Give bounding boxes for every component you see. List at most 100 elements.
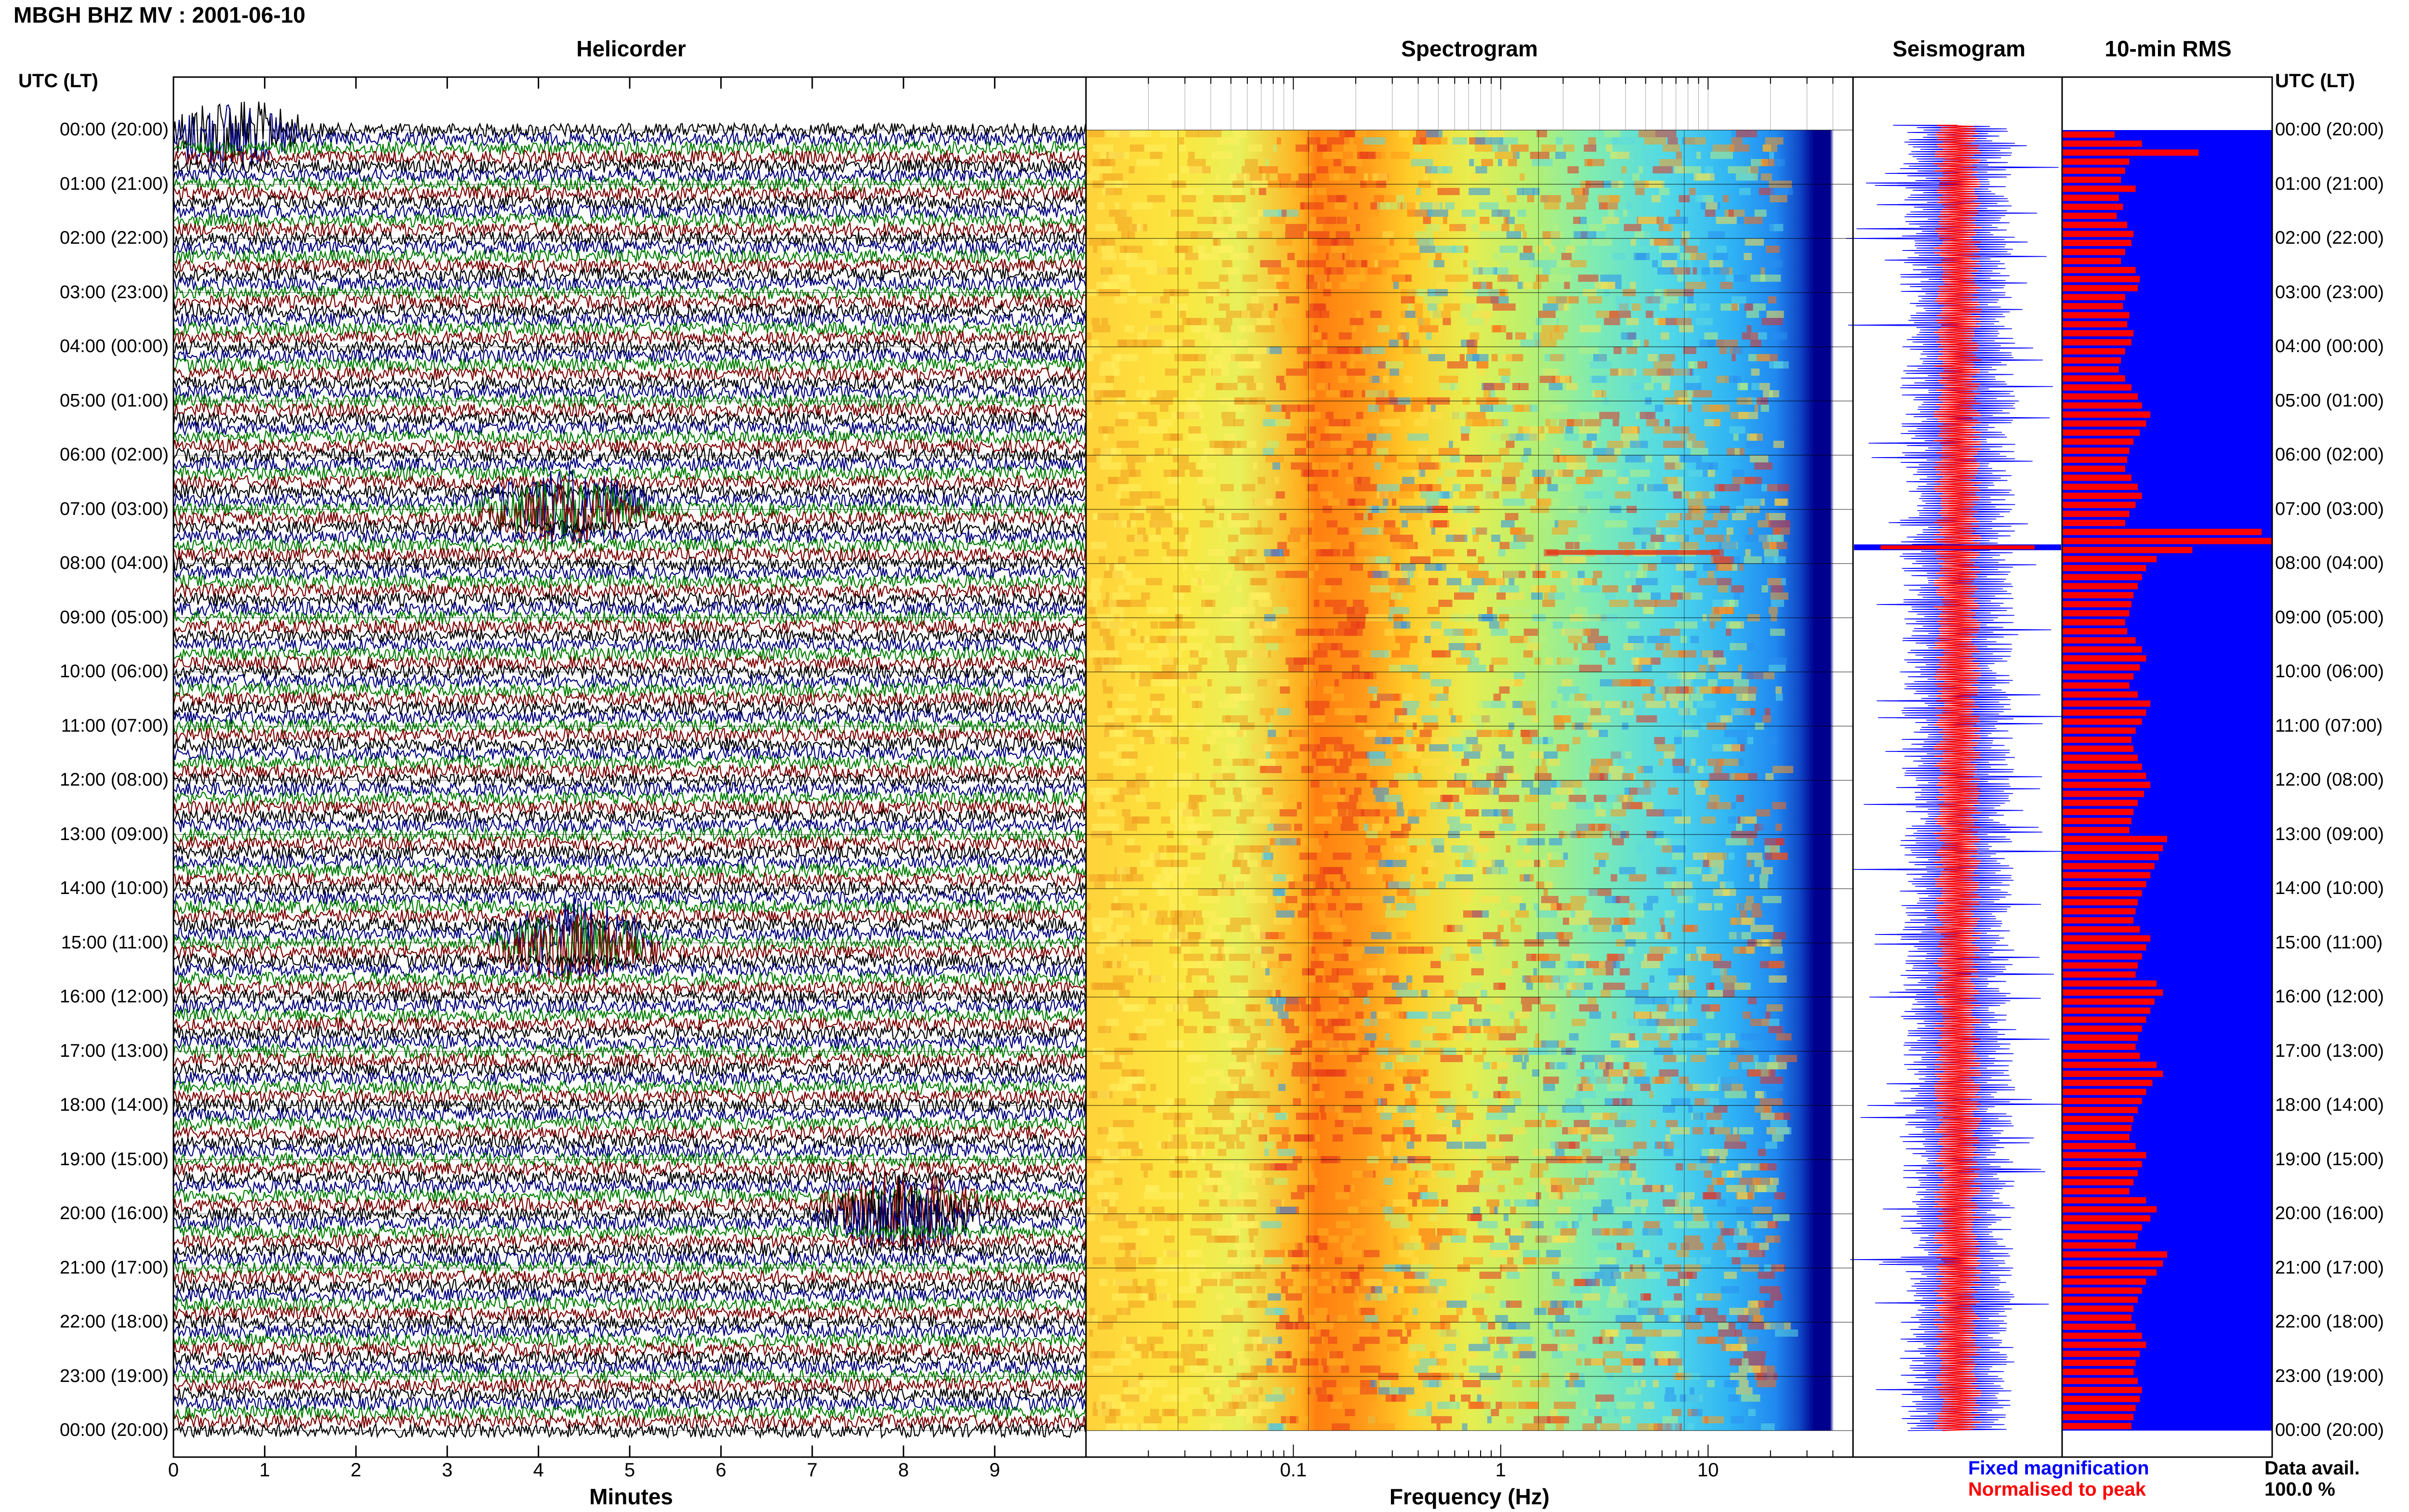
spectrogram-cell [1414, 419, 1428, 426]
spectrogram-cell [1198, 246, 1205, 253]
spectrogram-cell [1491, 657, 1508, 665]
spectrogram-cell [1123, 1098, 1137, 1105]
helicorder-trace [172, 736, 1086, 753]
spectrogram-cell [1699, 303, 1710, 311]
spectrogram-cell [1475, 788, 1489, 795]
spectrogram-cell [1555, 1329, 1560, 1337]
spectrogram-cell [1469, 332, 1480, 340]
spectrogram-cell [1684, 137, 1706, 145]
spectrogram-cell [1738, 1366, 1761, 1373]
spectrogram-cell [1261, 947, 1274, 954]
spectrogram-cell [1170, 434, 1183, 441]
spectrogram-cell [1658, 672, 1678, 679]
spectrogram-cell [1443, 874, 1457, 881]
spectrogram-cell [1390, 152, 1410, 159]
spectrogram-cell [1406, 975, 1413, 983]
spectrogram-cell [1204, 1178, 1226, 1185]
spectrogram-cell [1465, 737, 1478, 744]
spectrogram-cell [1112, 824, 1119, 831]
rms-bar [2062, 411, 2151, 418]
spectrogram-cell [1251, 296, 1259, 303]
spectrogram-cell [1348, 954, 1362, 961]
spectrogram-cell [1393, 282, 1399, 289]
spectrogram-cell [1157, 1380, 1167, 1387]
spectrogram-cell [1122, 1004, 1145, 1012]
spectrogram-cell [1701, 780, 1709, 788]
spectrogram-cell [1332, 470, 1338, 477]
spectrogram-cell [1498, 1033, 1516, 1040]
spectrogram-cell [1693, 686, 1700, 694]
spectrogram-cell [1282, 405, 1300, 412]
spectrogram-cell [1097, 650, 1119, 657]
spectrogram-cell [1126, 260, 1142, 267]
spectrogram-cell [1485, 1286, 1495, 1293]
spectrogram-cell [1669, 701, 1679, 708]
spectrogram-cell [1329, 881, 1334, 889]
spectrogram-cell [1651, 592, 1661, 600]
helicorder-trace [172, 1097, 1086, 1114]
spectrogram-cell [1093, 1366, 1113, 1373]
spectrogram-cell [1343, 1236, 1355, 1243]
spectrogram-cell [1338, 1040, 1361, 1048]
spectrogram-cell [1334, 679, 1339, 686]
spectrogram-cell [1405, 311, 1416, 318]
spectrogram-cell [1602, 202, 1618, 210]
spectrogram-cell [1587, 889, 1598, 896]
spectrogram-cell [1388, 491, 1408, 499]
spectrogram-cell [1675, 318, 1692, 325]
spectrogram-cell [1755, 1091, 1764, 1098]
spectrogram-cell [1173, 585, 1191, 592]
spectrogram-cell [1575, 477, 1594, 484]
spectrogram-cell [1182, 838, 1201, 845]
spectrogram-cell [1148, 419, 1157, 426]
spectrogram-cell [1588, 296, 1602, 303]
spectrogram-cell [1119, 788, 1140, 795]
spectrogram-cell [1461, 650, 1475, 657]
spectrogram-cell [1754, 462, 1773, 470]
spectrogram-cell [1118, 585, 1124, 592]
spectrogram-cell [1410, 1236, 1421, 1243]
spectrogram-cell [1232, 1394, 1248, 1402]
spectrogram-cell [1485, 1170, 1497, 1178]
spectrogram-cell [1116, 441, 1139, 448]
spectrogram-cell [1169, 896, 1182, 903]
spectrogram-cell [1144, 737, 1155, 744]
spectrogram-cell [1486, 1113, 1508, 1120]
spectrogram-cell [1423, 217, 1431, 224]
spectrogram-cell [1173, 1301, 1196, 1308]
spectrogram-cell [1739, 173, 1754, 181]
spectrogram-cell [1125, 1077, 1146, 1084]
spectrogram-cell [1726, 1344, 1747, 1351]
spectrogram-cell [1328, 499, 1349, 506]
spectrogram-cell [1705, 166, 1713, 173]
spectrogram-cell [1403, 376, 1413, 383]
spectrogram-cell [1432, 549, 1455, 556]
spectrogram-cell [1461, 210, 1476, 217]
spectrogram-cell [1333, 853, 1351, 860]
spectrogram-cell [1236, 1127, 1252, 1134]
spectrogram-cell [1490, 434, 1511, 441]
spectrogram-cell [1604, 520, 1628, 527]
spectrogram-cell [1489, 621, 1500, 629]
spectrogram-cell [1363, 824, 1369, 831]
spectrogram-cell [1184, 412, 1204, 419]
spectrogram-cell [1304, 1250, 1309, 1257]
spectrogram-cell [1092, 600, 1097, 607]
spectrogram-cell [1613, 253, 1625, 260]
spectrogram-cell [1379, 564, 1391, 571]
spectrogram-cell [1390, 1221, 1410, 1228]
spectrogram-cell [1716, 564, 1733, 571]
spectrogram-cell [1348, 766, 1355, 773]
spectrogram-cell [1258, 600, 1272, 607]
spectrogram-cell [1773, 527, 1790, 535]
spectrogram-cell [1662, 1416, 1678, 1423]
spectrogram-cell [1305, 246, 1318, 253]
spectrogram-cell [1333, 159, 1341, 166]
rms-bar [2062, 1062, 2157, 1068]
spectrogram-cell [1199, 383, 1205, 390]
spectrogram-cell [1154, 1105, 1169, 1113]
spectrogram-cell [1510, 542, 1526, 549]
helicorder-trace [172, 1142, 1086, 1159]
spectrogram-cell [1251, 1250, 1256, 1257]
spectrogram-cell [1674, 737, 1682, 744]
